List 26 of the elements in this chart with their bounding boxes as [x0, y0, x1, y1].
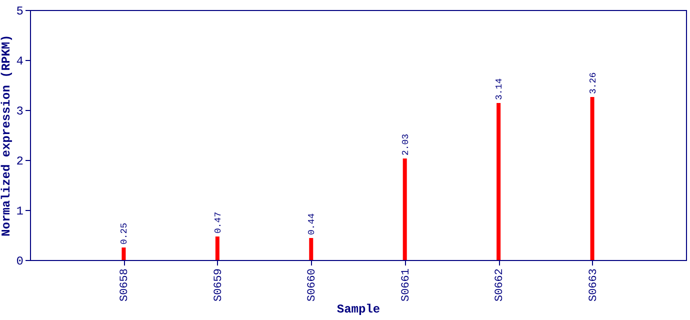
data-label: 0.25: [120, 222, 130, 244]
x-tick-label: S0659: [212, 268, 225, 302]
y-tick-label: 1: [16, 204, 24, 218]
data-label: 0.44: [307, 213, 318, 235]
bar: [309, 238, 314, 260]
bar: [496, 103, 501, 260]
x-tick-label: S0658: [119, 268, 132, 302]
x-tick-label: S0660: [306, 268, 319, 302]
x-tick-label: S0662: [494, 268, 506, 302]
y-tick-label: 3: [16, 104, 24, 118]
bar: [122, 248, 126, 260]
x-tick-label: S0661: [400, 268, 412, 302]
y-tick-label: 0: [16, 254, 24, 268]
data-label: 3.14: [494, 78, 505, 100]
x-tick-label: S0663: [588, 268, 600, 302]
bar: [402, 158, 407, 260]
data-label: 0.47: [213, 212, 224, 234]
bar: [215, 236, 220, 260]
y-tick-label: 2: [16, 154, 24, 168]
data-label: 2.03: [400, 134, 411, 156]
bar: [590, 97, 594, 260]
x-axis-title: Sample: [336, 302, 380, 317]
y-axis-title: Normalized expression (RPKM): [0, 34, 14, 236]
y-tick-label: 5: [16, 4, 24, 18]
data-label: 3.26: [588, 72, 598, 94]
y-tick-label: 4: [16, 54, 24, 68]
